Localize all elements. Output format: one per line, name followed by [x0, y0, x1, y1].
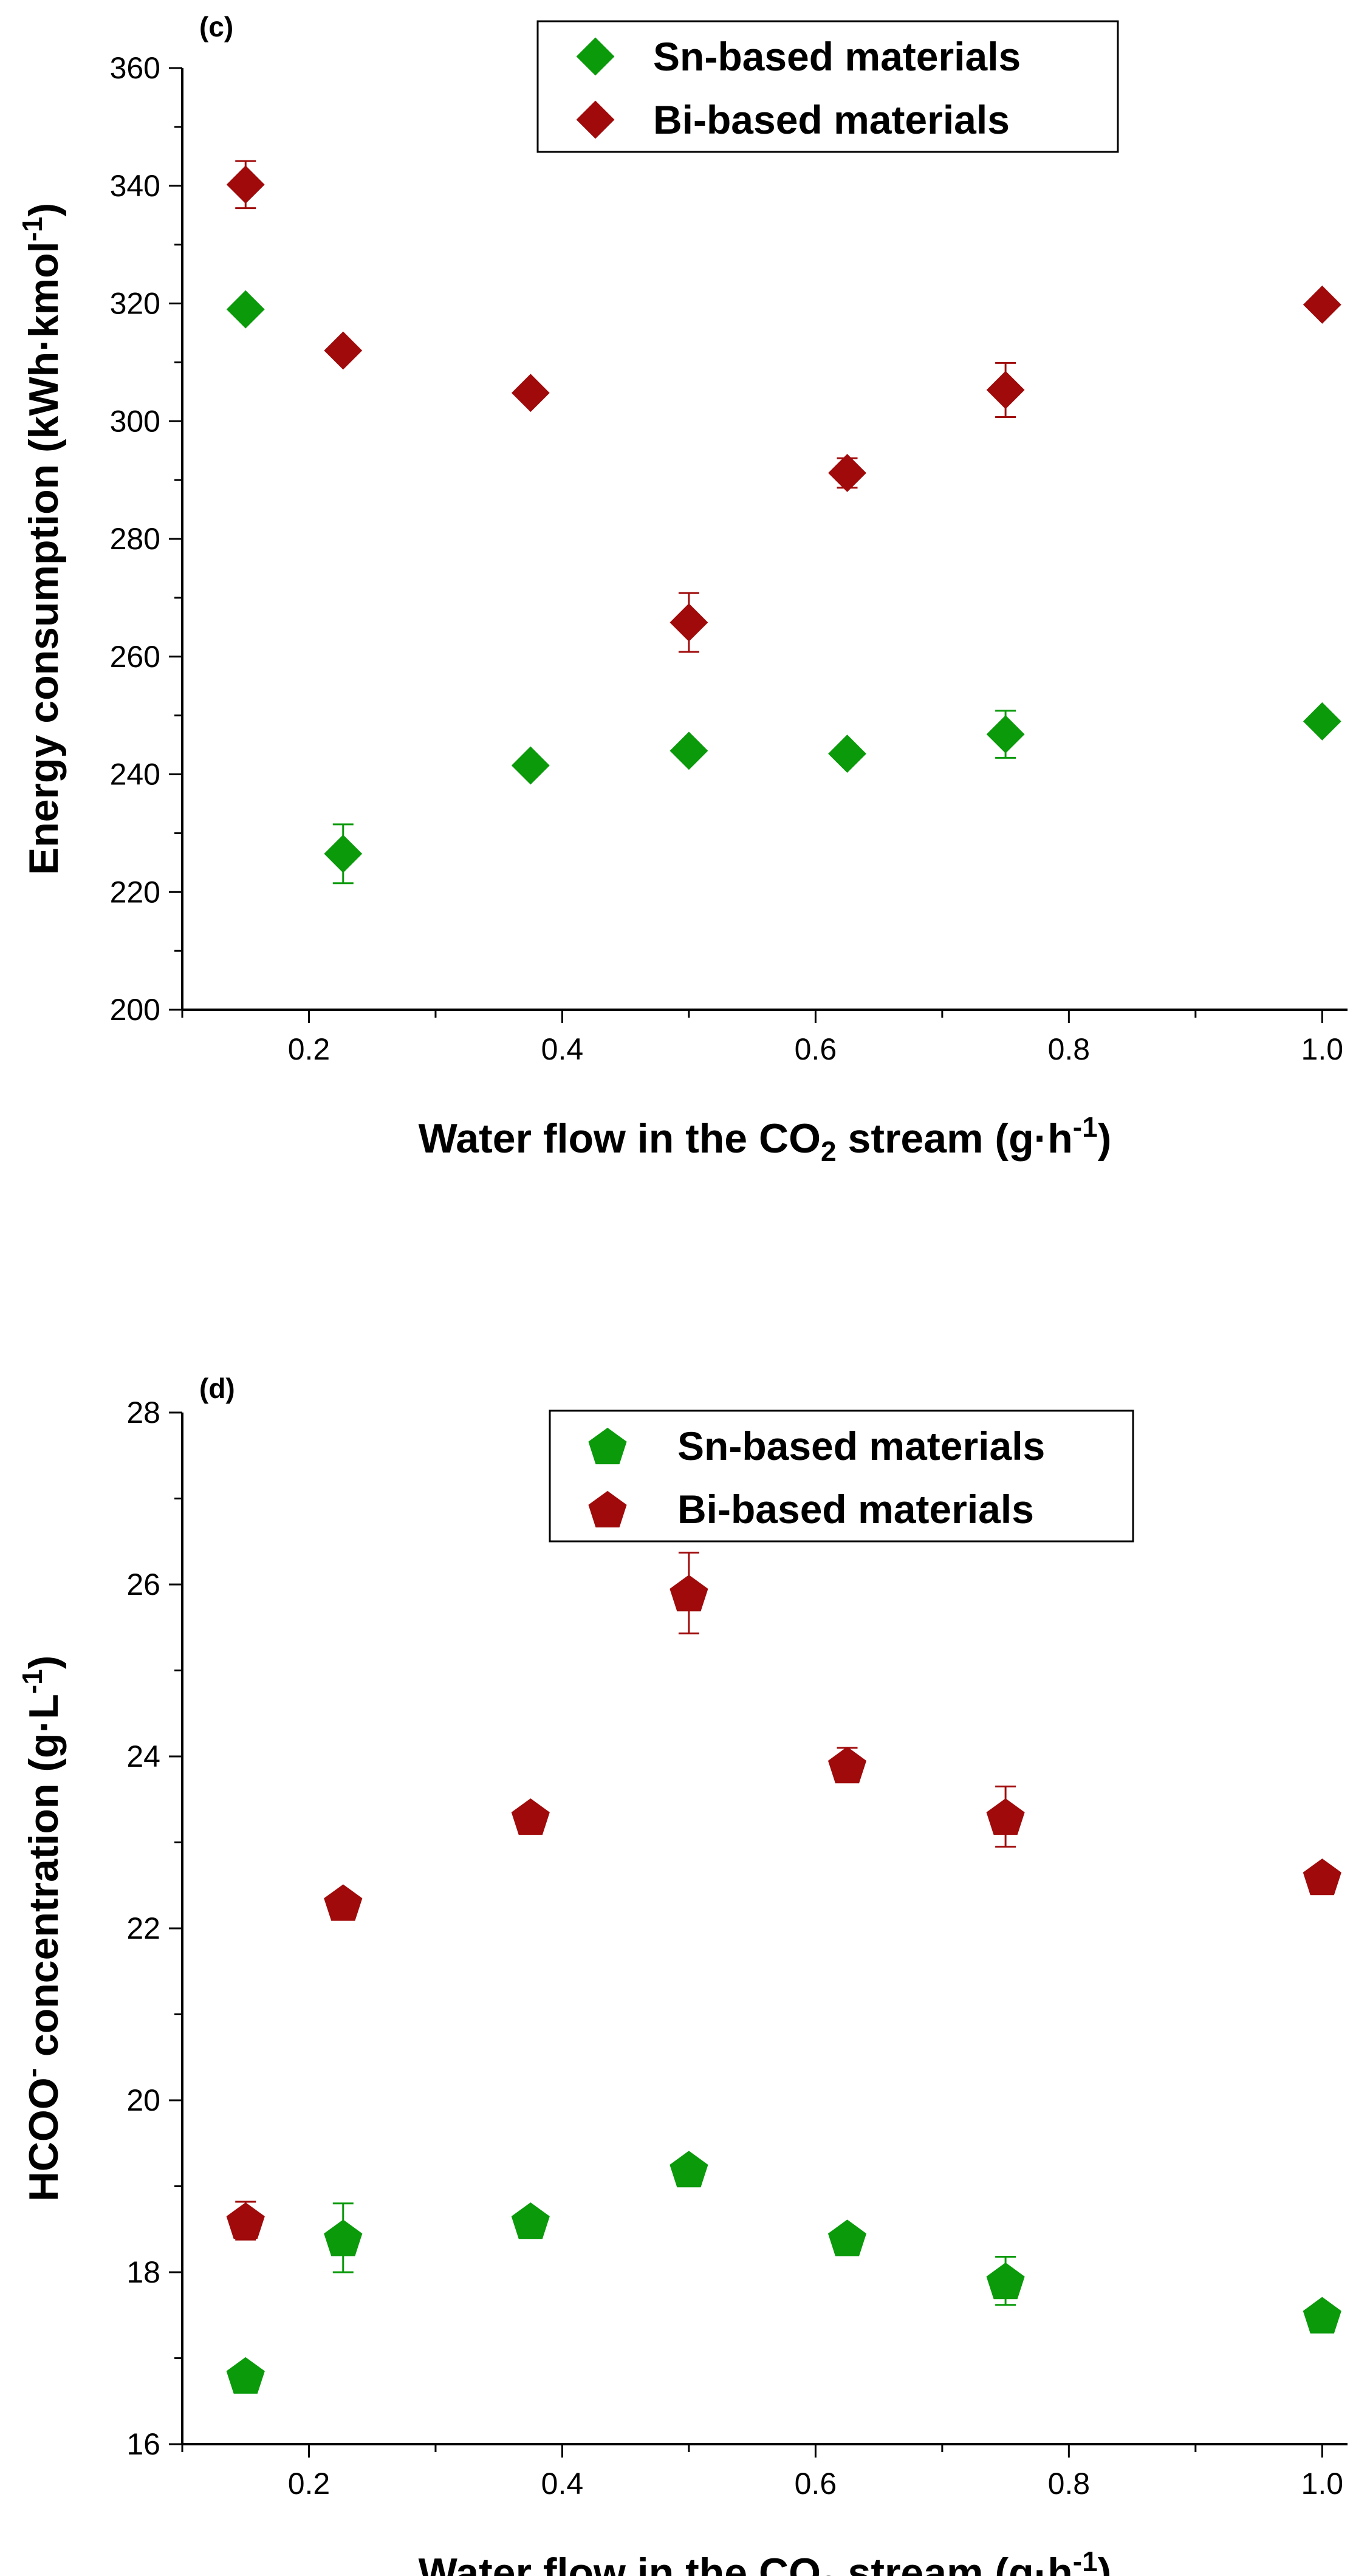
- data-point-bi: [226, 165, 265, 204]
- x-tick-label: 1.0: [1301, 2467, 1344, 2501]
- data-point-bi: [986, 1798, 1025, 1835]
- data-point-sn: [827, 2219, 867, 2256]
- data-point-bi: [1303, 1858, 1341, 1896]
- y-tick-label: 360: [110, 51, 160, 85]
- x-tick-label: 0.6: [795, 1032, 837, 1066]
- y-tick-label: 28: [126, 1396, 160, 1430]
- data-point-bi: [827, 1747, 867, 1784]
- x-axis-title-d: Water flow in the CO2 stream (g·h-1): [419, 2546, 1112, 2576]
- x-tick-label: 0.8: [1048, 2467, 1091, 2501]
- data-point-sn: [511, 746, 550, 785]
- legend-marker-sn: [588, 1427, 627, 1465]
- data-point-sn: [511, 2202, 550, 2239]
- x-tick-label: 0.8: [1048, 1032, 1091, 1066]
- y-tick-label: 22: [126, 1911, 160, 1945]
- x-axis-title-c: Water flow in the CO2 stream (g·h-1): [419, 1111, 1112, 1167]
- y-tick-label: 280: [110, 522, 160, 556]
- legend-box: [549, 1410, 1134, 1543]
- legend-symbol: [576, 100, 615, 139]
- x-tick-label: 0.6: [795, 2467, 837, 2501]
- y-tick-label: 340: [110, 169, 160, 203]
- data-point-sn: [828, 735, 866, 773]
- data-point-sn: [324, 834, 363, 873]
- data-point-bi: [670, 603, 708, 642]
- y-tick-label: 20: [126, 2083, 160, 2117]
- legend-symbol: [588, 1490, 627, 1528]
- legend-c: Sn-based materials Bi-based materials: [536, 20, 1119, 153]
- chart-panel-c: 200 220 240 260 280 300 320 340 360 0.2 0.4 0.6 0.8 1…: [16, 11, 1348, 1167]
- legend-label-sn: Sn-based materials: [677, 1423, 1045, 1468]
- panel-label-c: (c): [199, 11, 233, 43]
- data-point-bi: [828, 454, 866, 492]
- y-tick-label: 320: [110, 287, 160, 321]
- y-tick-label: 24: [126, 1739, 160, 1773]
- y-tick-label: 26: [126, 1567, 160, 1601]
- y-tick-label: 260: [110, 640, 160, 674]
- data-point-bi: [324, 331, 363, 370]
- y-axis-title-c: Energy consumption (kWh·kmol-1): [16, 203, 67, 875]
- data-point-bi: [511, 1798, 550, 1835]
- legend-label-bi: Bi-based materials: [677, 1487, 1034, 1532]
- chart-panel-d: 16 18 20 22 24 26 28 0.2 0.4 0.6 0.8 1.0 (d) Water …: [16, 1372, 1348, 2576]
- legend-box: [536, 20, 1119, 153]
- data-point-bi: [226, 2202, 265, 2239]
- x-tick-label: 0.2: [288, 1032, 331, 1066]
- legend-label-bi: Bi-based materials: [653, 97, 1010, 142]
- data-point-sn: [226, 2357, 265, 2394]
- data-point-bi: [670, 1575, 708, 1612]
- data-point-sn: [226, 290, 265, 329]
- y-tick-label: 240: [110, 758, 160, 792]
- data-point-sn: [324, 2219, 363, 2256]
- y-axis-title-d: HCOO- concentration (g·L-1): [16, 1656, 67, 2202]
- legend-d: Sn-based materials Bi-based materials: [549, 1410, 1134, 1543]
- data-point-bi: [1303, 286, 1341, 324]
- panel-label-d: (d): [199, 1372, 235, 1404]
- data-point-sn: [986, 2263, 1025, 2300]
- y-tick-label: 18: [126, 2255, 160, 2289]
- data-point-sn: [670, 731, 708, 770]
- legend-symbol: [588, 1427, 627, 1465]
- y-tick-label: 300: [110, 404, 160, 438]
- data-point-bi: [324, 1884, 363, 1921]
- data-point-sn: [670, 2151, 708, 2188]
- x-tick-label: 0.2: [288, 2467, 331, 2501]
- legend-marker-bi: [588, 1490, 627, 1528]
- data-point-bi: [511, 374, 550, 413]
- legend-marker-bi: [576, 100, 615, 139]
- legend-label-sn: Sn-based materials: [653, 34, 1021, 79]
- x-tick-label: 0.4: [541, 2467, 584, 2501]
- legend-symbol: [576, 37, 615, 76]
- y-tick-label: 16: [126, 2427, 160, 2461]
- data-point-sn: [1303, 2297, 1341, 2334]
- y-tick-label: 200: [110, 993, 160, 1027]
- legend-marker-sn: [576, 37, 615, 76]
- data-point-sn: [1303, 702, 1341, 741]
- data-point-bi: [986, 371, 1025, 409]
- data-point-sn: [986, 715, 1025, 754]
- x-tick-label: 1.0: [1301, 1032, 1344, 1066]
- x-tick-label: 0.4: [541, 1032, 584, 1066]
- y-tick-label: 220: [110, 875, 160, 909]
